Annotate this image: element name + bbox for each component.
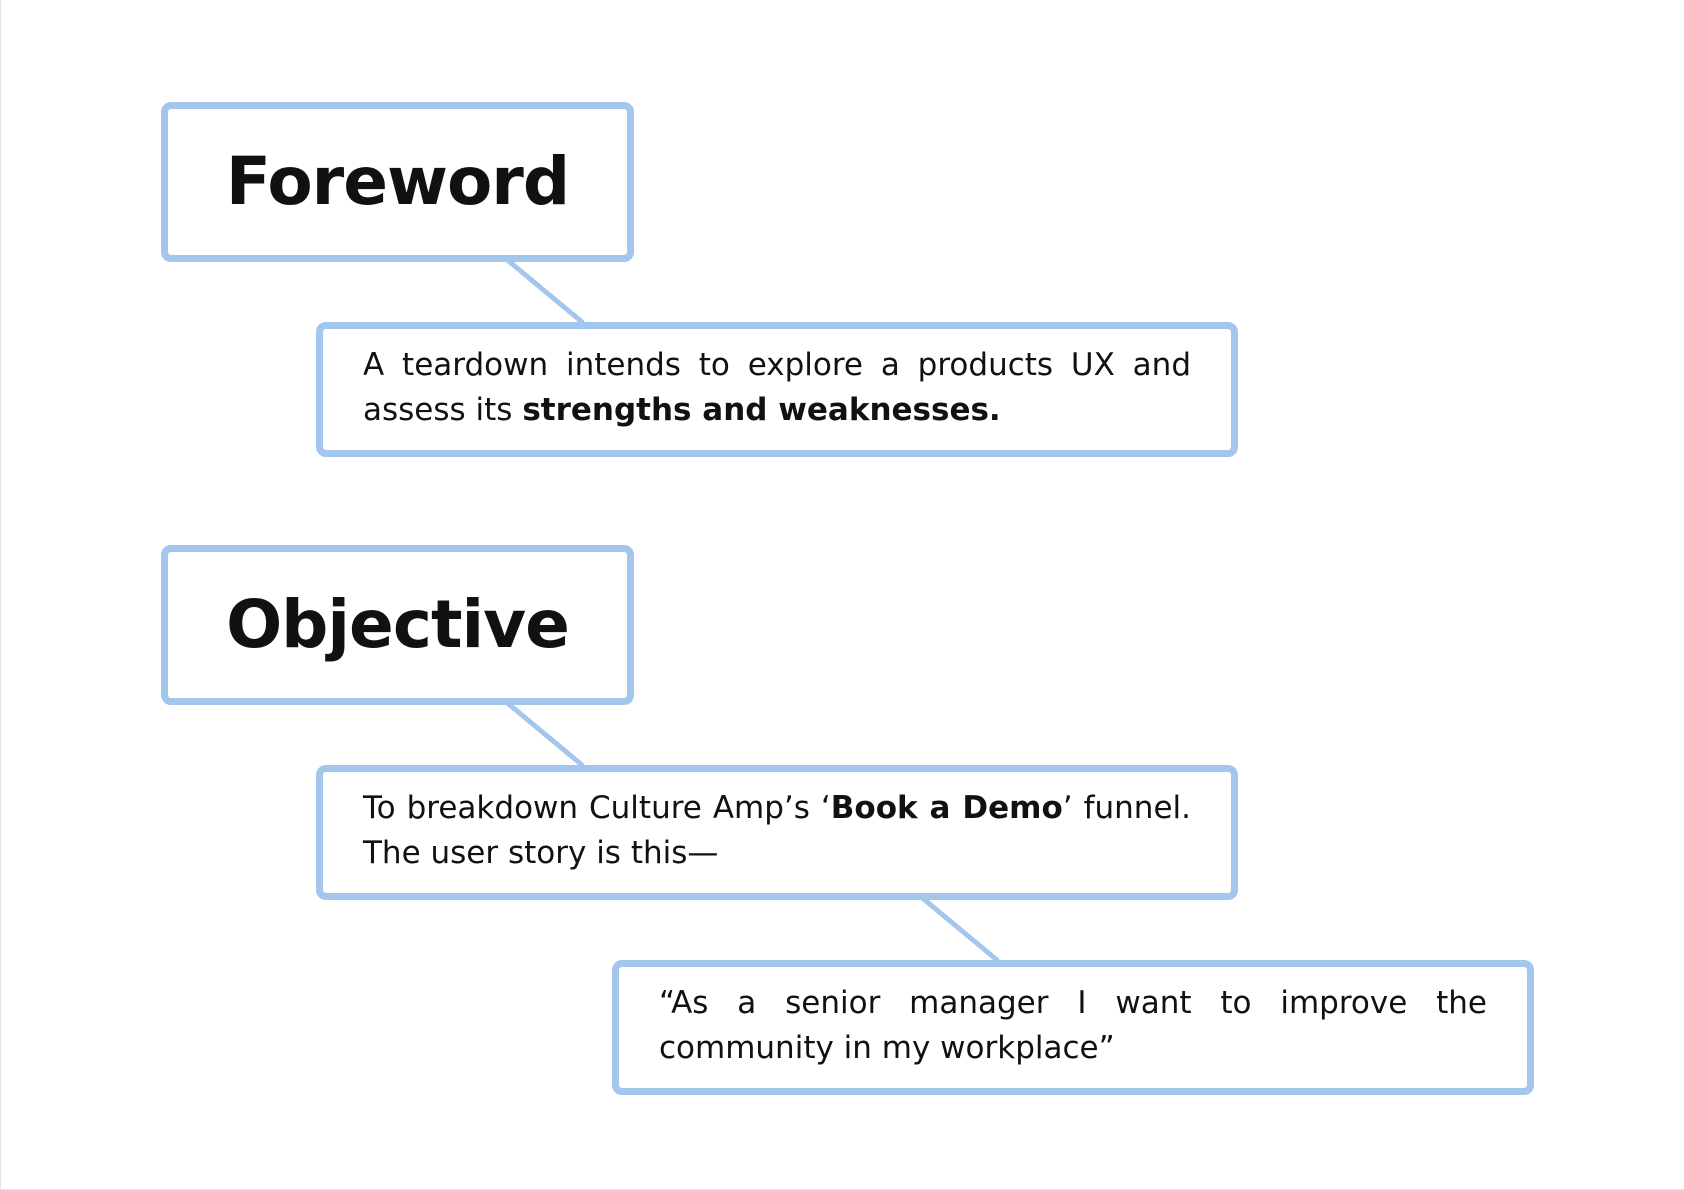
foreword-body-box: A teardown intends to explore a products…	[316, 322, 1238, 457]
foreword-title: Foreword	[225, 143, 570, 220]
foreword-body-text: A teardown intends to explore a products…	[363, 343, 1191, 433]
objective-body-part2: ’ funnel. The user story is this—	[363, 790, 1191, 871]
connector-foreword-to-body	[502, 255, 585, 325]
objective-body-part1: To breakdown Culture Amp’s ‘	[363, 790, 831, 826]
user-story-text: “As a senior manager I want to improve t…	[659, 985, 1487, 1066]
foreword-body-part1: A teardown intends to explore a products…	[363, 347, 1191, 428]
objective-title: Objective	[226, 586, 570, 663]
objective-body-text: To breakdown Culture Amp’s ‘Book a Demo’…	[363, 786, 1191, 876]
connector-objective-to-body	[502, 698, 585, 768]
page-left-edge	[0, 0, 1, 1190]
objective-body-box: To breakdown Culture Amp’s ‘Book a Demo’…	[316, 765, 1238, 900]
objective-body-emphasis: Book a Demo	[830, 790, 1063, 826]
connector-body-to-user-story	[917, 893, 1000, 963]
foreword-body-emphasis: strengths and weaknesses.	[522, 392, 1001, 428]
user-story-box: “As a senior manager I want to improve t…	[612, 960, 1534, 1095]
foreword-heading-box: Foreword	[161, 102, 634, 262]
objective-heading-box: Objective	[161, 545, 634, 705]
